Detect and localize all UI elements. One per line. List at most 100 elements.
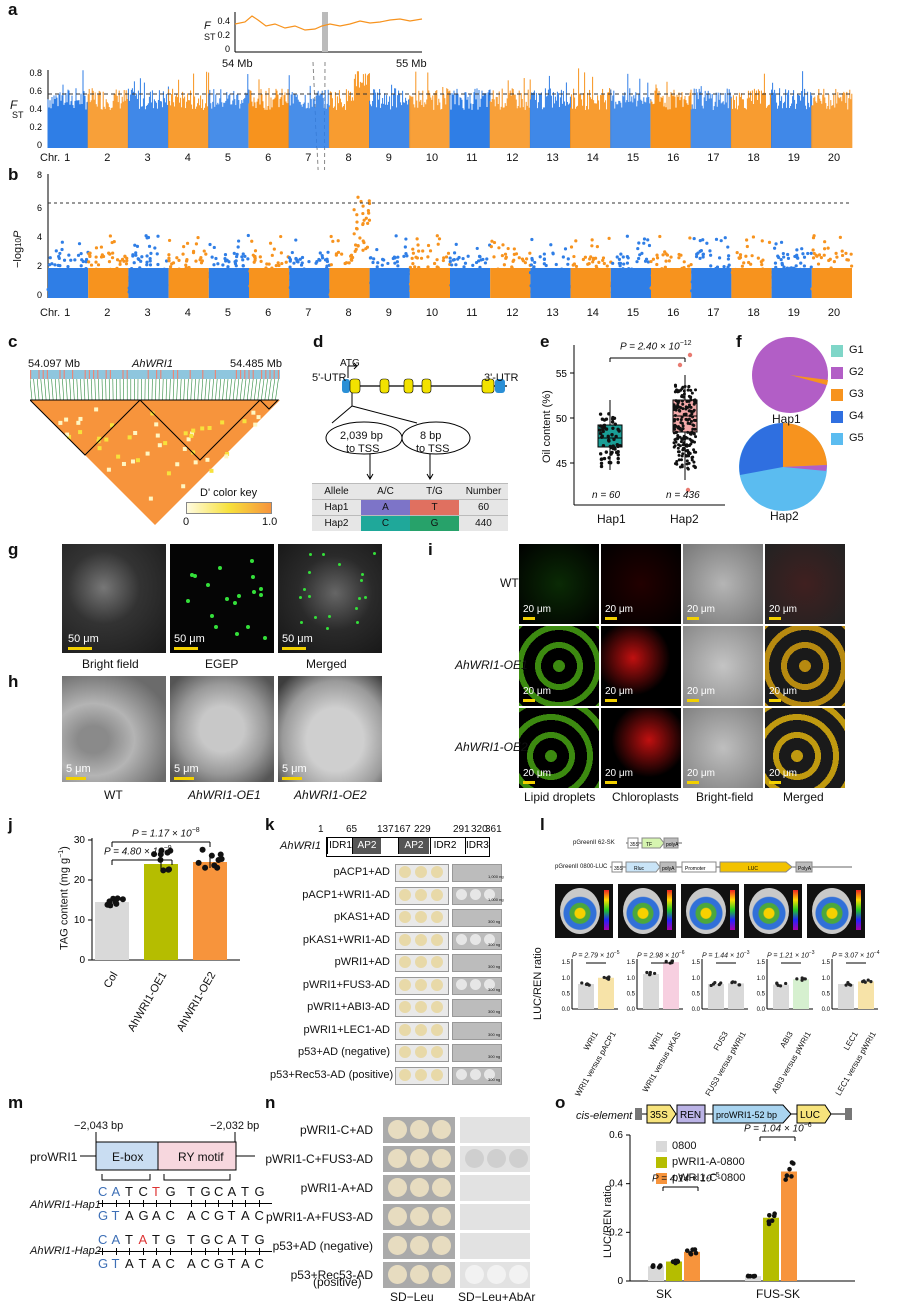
m-base: G	[201, 1232, 211, 1247]
l-bar	[663, 962, 679, 1009]
l-point	[588, 984, 591, 987]
o-point	[673, 1261, 678, 1266]
gwas-point	[515, 252, 518, 255]
oil-point-hap2	[693, 409, 696, 412]
oil-point-hap2	[677, 447, 680, 450]
yeast-colony	[470, 1069, 481, 1080]
k-domain: AP2	[352, 838, 381, 854]
o-point	[789, 1174, 794, 1179]
gwas-point	[645, 258, 648, 261]
gwas-point	[294, 238, 297, 241]
gwas-point	[192, 251, 195, 254]
gwas-ylabel: −log10P	[12, 231, 24, 268]
yeast-colony	[456, 979, 467, 990]
ld-key-bar	[186, 502, 272, 514]
gwas-point	[292, 262, 295, 265]
n-row-label: p53+AD (negative)	[258, 1239, 373, 1253]
m-box2: RY motif	[178, 1150, 224, 1164]
o-legend-label: pWRI1-A-0800	[672, 1156, 745, 1168]
o-ylabel: LUC/REN ratio	[602, 1185, 614, 1258]
k-plate-right	[452, 909, 502, 927]
l-pval: P = 3.07 × 10−4	[832, 950, 879, 959]
yeast-colony	[410, 1149, 429, 1168]
gwas-point	[490, 245, 493, 248]
i-scale-bar	[769, 617, 781, 620]
yeast-colony	[432, 1265, 451, 1284]
m-hap1: AhWRI1-Hap1	[30, 1199, 101, 1211]
inset-ytick: 0	[225, 44, 230, 54]
l-ytick: 0.5	[562, 991, 571, 997]
gwas-point	[573, 262, 576, 265]
oil-point-hap2	[683, 390, 686, 393]
m-base: G	[201, 1184, 211, 1199]
tag-point	[202, 865, 208, 871]
g-scale-text: 50 μm	[174, 633, 205, 645]
oil-point-hap1	[618, 444, 621, 447]
gwas-point	[752, 235, 755, 238]
m-promoter: proWRI1	[30, 1150, 77, 1164]
l-ytick: 0.0	[692, 1007, 701, 1013]
o-ytick: 0	[617, 1276, 623, 1287]
gwas-point	[90, 263, 93, 266]
oil-n1: n = 60	[592, 490, 620, 501]
gwas-point	[175, 256, 178, 259]
l-part: polyA	[662, 866, 675, 872]
gwas-point	[326, 251, 329, 254]
gwas-point	[405, 254, 408, 257]
gwas-point	[760, 263, 763, 266]
gwas-point	[363, 219, 366, 222]
gwas-point	[485, 257, 488, 260]
ld-right-label: 54.485 Mb	[230, 358, 282, 370]
gwas-point	[823, 247, 826, 250]
gwas-point	[246, 257, 249, 260]
gwas-point	[768, 241, 771, 244]
gwas-point	[562, 255, 565, 258]
o-bar	[648, 1266, 664, 1281]
merged-signal-dot	[361, 573, 364, 576]
gwas-point	[381, 264, 384, 267]
yeast-colony	[470, 934, 481, 945]
oil-point-hap1	[605, 427, 608, 430]
panel-label-j: j	[8, 815, 13, 835]
haplotype-pie-charts	[735, 335, 900, 515]
gwas-point	[606, 264, 609, 267]
i-scale-bar	[523, 699, 535, 702]
oil-point-hap2	[693, 441, 696, 444]
merged-signal-dot	[364, 596, 367, 599]
gwas-point	[648, 244, 651, 247]
gwas-point	[369, 256, 372, 259]
gwas-point-band	[48, 268, 88, 298]
yeast-colony	[432, 1120, 451, 1139]
oil-point-hap1	[601, 427, 604, 430]
oil-point-hap2	[680, 458, 683, 461]
gwas-point	[739, 253, 742, 256]
yeast-colony	[432, 1207, 451, 1226]
gwas-point	[570, 245, 573, 248]
gwas-point	[616, 255, 619, 258]
gwas-point-band	[410, 268, 450, 298]
l-ytick: 0.5	[757, 991, 766, 997]
gwas-point	[718, 256, 721, 259]
oil-point-hap1	[609, 452, 612, 455]
oil-point-hap2	[681, 387, 684, 390]
k-row-label: pKAS1+AD	[270, 911, 390, 923]
gwas-point	[330, 235, 333, 238]
yeast-colony	[399, 1069, 411, 1081]
gwas-point	[781, 262, 784, 265]
gwas-point	[844, 252, 847, 255]
l-point	[867, 979, 870, 982]
gwas-point	[124, 255, 127, 258]
gwas-point	[111, 241, 114, 244]
gwas-point	[471, 264, 474, 267]
yeast-colony	[399, 889, 411, 901]
pie-legend-swatch	[831, 389, 843, 401]
fst-manhattan-chart: 0.8 0.6 0.4 0.2 0	[0, 60, 900, 170]
gwas-point	[149, 252, 152, 255]
oil-point-hap1	[607, 456, 610, 459]
o-p1: P = 4.14 × 10−5	[652, 1172, 720, 1184]
oil-point-hap2	[689, 389, 692, 392]
gwas-point	[66, 265, 69, 268]
o-point	[790, 1160, 795, 1165]
gwas-chr-tick: 10	[426, 307, 438, 319]
